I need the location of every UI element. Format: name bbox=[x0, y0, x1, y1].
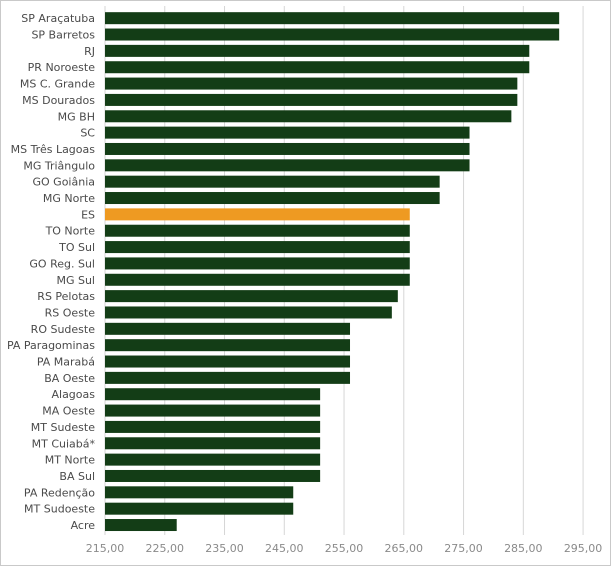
category-label: PA Marabá bbox=[37, 356, 95, 369]
category-label: RS Oeste bbox=[45, 306, 96, 319]
category-label: MG BH bbox=[58, 110, 95, 123]
bar bbox=[105, 28, 560, 41]
category-label: MT Cuiabá* bbox=[32, 437, 96, 450]
bar bbox=[105, 388, 321, 401]
category-label: ES bbox=[81, 208, 95, 221]
bar bbox=[105, 404, 321, 417]
category-label: Acre bbox=[71, 519, 96, 532]
bar bbox=[105, 339, 351, 352]
x-tick-label: 245,00 bbox=[265, 542, 304, 555]
category-label: RO Sudeste bbox=[31, 323, 96, 336]
category-label: MT Norte bbox=[45, 454, 96, 467]
bars bbox=[105, 12, 560, 532]
bar bbox=[105, 175, 440, 188]
bar bbox=[105, 12, 560, 25]
bar bbox=[105, 110, 512, 123]
x-tick-label: 225,00 bbox=[146, 542, 185, 555]
category-label: SC bbox=[80, 127, 95, 140]
category-label: Alagoas bbox=[51, 388, 95, 401]
category-label: PA Paragominas bbox=[7, 339, 95, 352]
bar bbox=[105, 77, 518, 90]
category-label: MT Sudeste bbox=[31, 421, 95, 434]
bar bbox=[105, 93, 518, 106]
bar bbox=[105, 126, 470, 139]
category-label: MT Sudoeste bbox=[24, 503, 95, 516]
x-tick-label: 295,00 bbox=[564, 542, 603, 555]
category-label: RJ bbox=[84, 45, 95, 58]
category-label: MS Dourados bbox=[22, 94, 95, 107]
category-label: MG Triângulo bbox=[23, 159, 95, 172]
category-label: MG Sul bbox=[56, 274, 95, 287]
bar bbox=[105, 453, 321, 466]
bar bbox=[105, 257, 410, 270]
bar bbox=[105, 420, 321, 433]
category-label: TO Norte bbox=[45, 225, 96, 238]
x-tick-label: 255,00 bbox=[325, 542, 364, 555]
bar bbox=[105, 322, 351, 335]
bar bbox=[105, 44, 530, 57]
category-label: RS Pelotas bbox=[37, 290, 95, 303]
category-label: GO Goiânia bbox=[33, 176, 96, 189]
bar bbox=[105, 224, 410, 237]
category-label: PR Noroeste bbox=[28, 61, 96, 74]
x-tick-label: 275,00 bbox=[444, 542, 483, 555]
bar bbox=[105, 469, 321, 482]
bar bbox=[105, 519, 177, 532]
x-tick-label: 285,00 bbox=[504, 542, 543, 555]
bar bbox=[105, 486, 294, 499]
category-label: PA Redenção bbox=[24, 486, 95, 499]
category-labels: SP Araçatuba SP Barretos RJ PR Noroeste MS C… bbox=[7, 12, 96, 532]
bar bbox=[105, 192, 440, 205]
bar bbox=[105, 502, 294, 515]
category-label: TO Sul bbox=[58, 241, 95, 254]
category-label: GO Reg. Sul bbox=[29, 257, 95, 270]
category-label: MG Norte bbox=[43, 192, 95, 205]
bar bbox=[105, 290, 398, 303]
category-label: SP Barretos bbox=[31, 29, 95, 42]
bar bbox=[105, 437, 321, 450]
category-label: MS Três Lagoas bbox=[11, 143, 96, 156]
bar bbox=[105, 208, 410, 221]
bar bbox=[105, 241, 410, 254]
category-label: MA Oeste bbox=[42, 405, 95, 418]
bar bbox=[105, 273, 410, 286]
category-label: BA Sul bbox=[59, 470, 95, 483]
bar bbox=[105, 159, 470, 172]
bar bbox=[105, 355, 351, 368]
x-tick-label: 265,00 bbox=[385, 542, 424, 555]
category-label: MS C. Grande bbox=[20, 78, 95, 91]
x-tick-label: 235,00 bbox=[205, 542, 244, 555]
x-tick-label: 215,00 bbox=[86, 542, 125, 555]
bar bbox=[105, 142, 470, 155]
bar bbox=[105, 306, 392, 319]
category-label: SP Araçatuba bbox=[21, 12, 95, 25]
x-axis-tick-labels: 215,00 225,00 235,00 245,00 255,00 265,00 275,… bbox=[86, 542, 603, 555]
bar bbox=[105, 61, 530, 74]
bar bbox=[105, 371, 351, 384]
category-label: BA Oeste bbox=[44, 372, 95, 385]
